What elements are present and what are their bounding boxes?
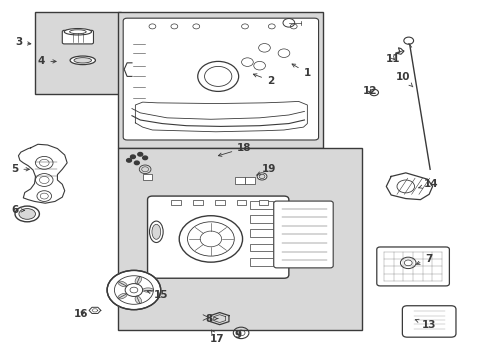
Bar: [259, 200, 269, 205]
Ellipse shape: [149, 221, 163, 243]
Text: 19: 19: [256, 164, 276, 175]
Bar: [118, 148, 362, 330]
Circle shape: [130, 155, 135, 158]
Text: 13: 13: [416, 319, 436, 330]
Ellipse shape: [152, 224, 161, 239]
Ellipse shape: [70, 56, 96, 64]
Circle shape: [107, 270, 161, 310]
Circle shape: [134, 161, 139, 165]
Bar: [235, 177, 245, 184]
Bar: [118, 12, 323, 148]
Text: 2: 2: [253, 74, 274, 86]
Bar: [250, 244, 273, 251]
Text: 6: 6: [11, 205, 24, 215]
Text: 12: 12: [363, 86, 377, 96]
FancyBboxPatch shape: [377, 247, 449, 286]
Text: 17: 17: [210, 330, 224, 344]
Text: 9: 9: [234, 330, 242, 340]
Polygon shape: [19, 144, 67, 203]
Bar: [245, 177, 255, 184]
Ellipse shape: [257, 173, 267, 180]
Text: 8: 8: [205, 314, 218, 324]
Bar: [250, 201, 273, 208]
Bar: [193, 200, 202, 205]
Circle shape: [143, 156, 147, 159]
Text: 15: 15: [147, 290, 169, 300]
Ellipse shape: [118, 293, 127, 299]
Ellipse shape: [135, 276, 142, 284]
Text: 3: 3: [15, 37, 31, 48]
FancyBboxPatch shape: [402, 306, 456, 337]
Text: 11: 11: [386, 54, 401, 64]
Bar: [215, 200, 224, 205]
Ellipse shape: [118, 281, 127, 287]
Text: 10: 10: [396, 72, 413, 87]
FancyBboxPatch shape: [62, 30, 94, 44]
Bar: [237, 200, 246, 205]
Ellipse shape: [64, 28, 92, 35]
Ellipse shape: [19, 208, 35, 219]
Text: 16: 16: [74, 309, 88, 319]
Ellipse shape: [74, 58, 92, 63]
Bar: [34, 12, 121, 94]
Ellipse shape: [15, 206, 39, 222]
FancyBboxPatch shape: [147, 196, 289, 278]
Ellipse shape: [259, 174, 265, 179]
Ellipse shape: [135, 296, 142, 304]
Text: 18: 18: [219, 143, 252, 156]
Text: 1: 1: [292, 64, 311, 78]
Polygon shape: [386, 173, 433, 200]
Ellipse shape: [143, 288, 153, 292]
Text: 14: 14: [419, 179, 439, 189]
Bar: [171, 200, 181, 205]
Ellipse shape: [70, 30, 86, 34]
Circle shape: [126, 158, 131, 162]
Bar: [250, 229, 273, 237]
Bar: [250, 258, 273, 266]
FancyBboxPatch shape: [123, 18, 318, 140]
Text: 4: 4: [38, 57, 56, 66]
Bar: [250, 215, 273, 223]
Bar: [143, 174, 152, 180]
FancyBboxPatch shape: [274, 201, 333, 268]
Text: 7: 7: [416, 253, 433, 264]
Circle shape: [138, 153, 143, 156]
Text: 5: 5: [11, 164, 29, 174]
